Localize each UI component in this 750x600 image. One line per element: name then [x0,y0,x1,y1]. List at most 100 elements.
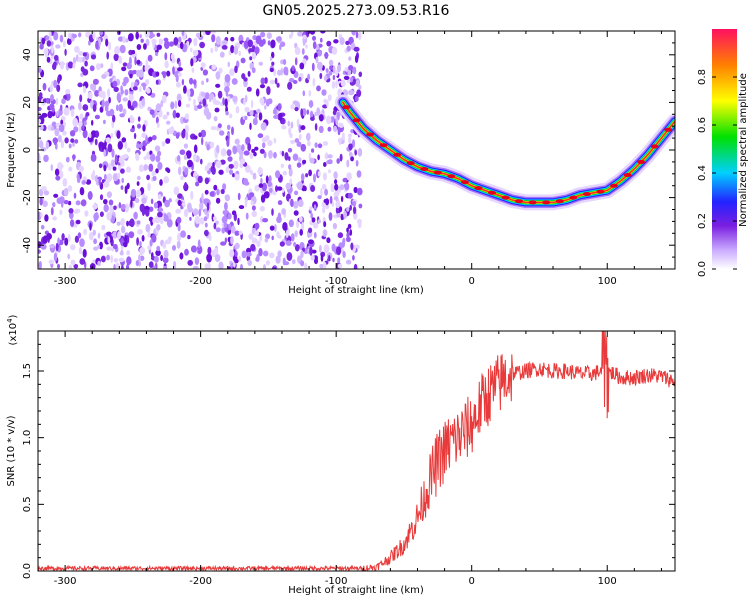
noise-speck [92,103,97,112]
noise-speck [64,237,69,246]
noise-speck [90,153,97,162]
noise-speck [179,252,184,260]
noise-speck [176,240,181,249]
noise-speck [113,53,119,62]
noise-speck [259,148,265,154]
noise-speck [275,185,278,193]
noise-speck [238,50,241,57]
noise-speck [49,244,55,249]
noise-speck [116,105,119,112]
noise-speck [206,78,209,83]
noise-speck [38,153,41,163]
noise-speck [136,220,141,225]
noise-speck [231,126,234,136]
noise-speck [63,187,69,197]
noise-speck [103,119,106,125]
noise-speck [321,201,326,208]
noise-speck [142,145,146,152]
noise-speck [191,67,195,73]
noise-speck [214,46,218,52]
noise-speck [122,108,127,115]
noise-speck [134,56,137,66]
noise-speck [114,154,118,163]
trace-hotspot [542,200,551,205]
noise-speck [224,194,230,202]
noise-speck [100,63,104,69]
noise-speck [151,234,157,243]
noise-speck [73,264,79,269]
noise-speck [348,143,353,151]
noise-speck [122,62,128,67]
noise-speck [322,261,327,269]
noise-speck [346,159,350,168]
noise-speck [297,199,304,208]
noise-speck [150,198,154,205]
noise-speck [348,151,353,157]
noise-speck [219,130,225,136]
noise-speck [332,110,337,116]
noise-speck [154,145,161,152]
noise-speck [51,126,54,131]
noise-speck [241,250,247,259]
noise-speck [254,230,260,236]
noise-speck [269,79,276,85]
noise-speck [59,34,64,43]
noise-speck [91,119,94,126]
spectrogram-panel: -300 -200 -100 0 100 40 20 0 -20 -40 Height of s… [6,30,676,296]
noise-speck [266,86,271,96]
noise-speck [267,140,273,147]
noise-speck [247,143,252,151]
noise-speck [201,192,204,202]
noise-speck [51,45,54,54]
noise-speck [145,38,150,47]
noise-speck [315,56,319,64]
noise-speck [298,216,303,222]
noise-speck [199,201,204,211]
noise-speck [113,205,117,211]
noise-speck [348,136,352,144]
noise-speck [312,77,316,87]
noise-speck [106,254,110,261]
noise-speck [323,244,330,254]
noise-speck [118,202,122,209]
noise-speck [61,98,66,105]
trace-hotspot [515,199,524,204]
noise-speck [75,200,81,206]
noise-speck [148,261,154,268]
colorbar-tick-label: 0.2 [697,213,708,229]
noise-speck [318,125,324,134]
noise-speck [130,198,133,208]
noise-speck [316,44,320,51]
noise-speck [53,61,57,66]
trace-hotspot [460,180,469,185]
noise-speck [53,79,58,89]
noise-speck [156,245,161,252]
trace-hotspot [637,159,646,164]
noise-speck [243,40,249,49]
noise-speck [249,152,254,160]
noise-speck [152,218,156,224]
noise-speck [188,96,192,102]
noise-speck [219,51,225,58]
noise-speck [319,263,324,269]
noise-speck [60,119,64,125]
trace-hotspot [664,127,673,132]
noise-speck [180,230,187,238]
noise-speck [89,222,92,231]
noise-speck [122,81,127,87]
noise-speck [184,113,190,120]
noise-speck [274,77,278,85]
noise-speck [302,37,306,47]
noise-speck [73,210,79,214]
noise-speck [357,221,362,229]
noise-speck [243,150,250,156]
noise-speck [160,254,164,262]
noise-speck [147,231,151,238]
noise-speck [57,237,60,245]
noise-speck [273,114,279,119]
noise-speck [222,40,228,46]
noise-speck [144,65,149,71]
noise-speck [221,215,228,224]
trace-hotspot [501,195,510,200]
noise-speck [47,110,53,119]
